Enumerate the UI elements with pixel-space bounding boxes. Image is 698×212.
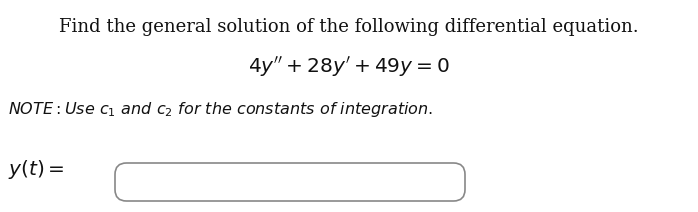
Text: $y(t) =$: $y(t) =$ [8, 158, 65, 181]
Text: Find the general solution of the following differential equation.: Find the general solution of the followi… [59, 18, 639, 36]
FancyBboxPatch shape [115, 163, 465, 201]
Text: $4y'' + 28y' + 49y = 0$: $4y'' + 28y' + 49y = 0$ [248, 55, 450, 79]
Text: $\it{NOTE: Use\ } c_1 \it{\ and\ } c_2 \it{\ for\ the\ constants\ of\ integratio: $\it{NOTE: Use\ } c_1 \it{\ and\ } c_2 \… [8, 100, 433, 119]
